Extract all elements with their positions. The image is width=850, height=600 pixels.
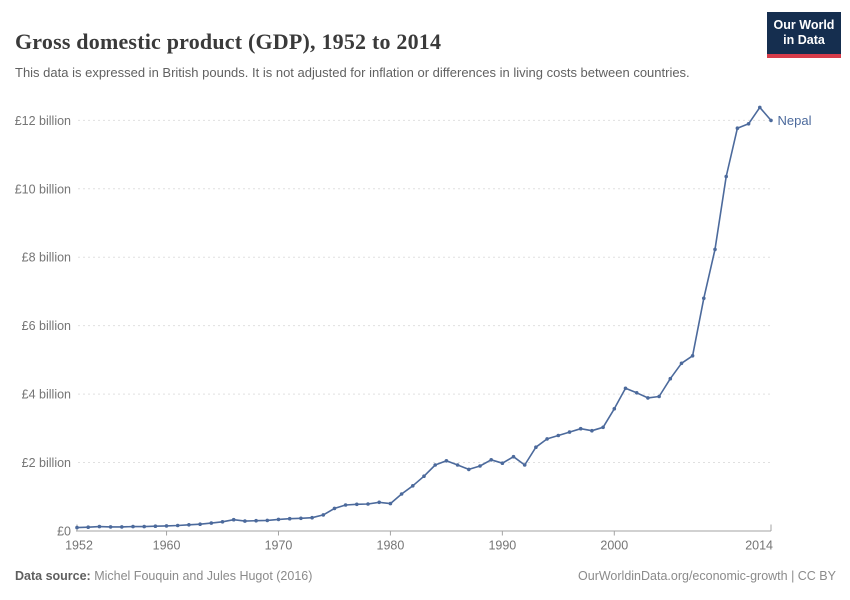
owid-logo-line1: Our World xyxy=(773,18,835,32)
data-point[interactable] xyxy=(131,524,135,529)
data-point[interactable] xyxy=(209,521,214,525)
data-points[interactable] xyxy=(75,105,773,530)
data-point[interactable] xyxy=(332,506,337,511)
data-point[interactable] xyxy=(276,517,281,522)
data-point[interactable] xyxy=(97,524,102,529)
data-point[interactable] xyxy=(343,503,348,507)
y-tick-label: £8 billion xyxy=(22,251,71,265)
data-point[interactable] xyxy=(646,396,650,400)
x-axis xyxy=(76,524,772,536)
data-point[interactable] xyxy=(142,524,146,529)
data-source: Data source: Michel Fouquin and Jules Hu… xyxy=(15,569,312,583)
page-title: Gross domestic product (GDP), 1952 to 20… xyxy=(15,28,442,54)
data-source-label: Data source: xyxy=(15,569,91,583)
data-point[interactable] xyxy=(467,467,471,472)
y-tick-label: £12 billion xyxy=(15,114,71,128)
credit-link[interactable]: OurWorldinData.org/economic-growth | CC … xyxy=(578,569,836,583)
data-point[interactable] xyxy=(75,525,79,530)
data-point[interactable] xyxy=(713,247,717,252)
data-point[interactable] xyxy=(231,517,236,522)
data-point[interactable] xyxy=(534,445,538,450)
data-point[interactable] xyxy=(243,519,247,523)
y-tick-label: £0 xyxy=(57,525,71,539)
data-point[interactable] xyxy=(108,525,113,529)
data-point[interactable] xyxy=(724,174,728,179)
x-tick-label: 1990 xyxy=(488,539,516,553)
y-tick-label: £10 billion xyxy=(15,182,71,196)
data-source-text: Michel Fouquin and Jules Hugot (2016) xyxy=(94,569,313,583)
data-point[interactable] xyxy=(522,463,527,467)
data-point[interactable] xyxy=(567,430,572,434)
x-tick-label: 1960 xyxy=(153,539,181,553)
data-point[interactable] xyxy=(657,394,661,399)
data-point[interactable] xyxy=(489,458,494,462)
data-point[interactable] xyxy=(545,437,549,441)
y-tick-label: £4 billion xyxy=(22,388,71,402)
data-point[interactable] xyxy=(590,428,594,433)
data-point[interactable] xyxy=(120,525,124,529)
data-point[interactable] xyxy=(735,126,740,130)
data-point[interactable] xyxy=(612,407,617,411)
data-line-nepal[interactable] xyxy=(76,106,772,529)
owid-logo-line2: in Data xyxy=(783,33,825,48)
y-tick-label: £6 billion xyxy=(22,319,71,333)
chart-subtitle: This data is expressed in British pounds… xyxy=(15,65,690,80)
data-point[interactable] xyxy=(702,296,706,301)
data-point[interactable] xyxy=(679,361,684,366)
data-point[interactable] xyxy=(198,522,202,526)
data-point[interactable] xyxy=(478,464,482,468)
data-point[interactable] xyxy=(287,516,292,521)
data-point[interactable] xyxy=(668,376,673,381)
data-point[interactable] xyxy=(746,122,751,126)
gridlines xyxy=(76,119,771,532)
data-point[interactable] xyxy=(399,492,404,496)
data-point[interactable] xyxy=(86,525,90,529)
data-point[interactable] xyxy=(254,518,258,523)
x-tick-label: 1970 xyxy=(265,539,293,553)
x-tick-label: 2000 xyxy=(600,539,628,553)
data-point[interactable] xyxy=(299,516,303,521)
data-point[interactable] xyxy=(153,524,158,528)
data-point[interactable] xyxy=(556,433,561,438)
data-point[interactable] xyxy=(175,523,180,528)
data-point[interactable] xyxy=(433,463,438,467)
data-point[interactable] xyxy=(455,463,460,467)
data-point[interactable] xyxy=(164,524,169,528)
data-point[interactable] xyxy=(758,105,762,110)
data-point[interactable] xyxy=(265,518,270,523)
data-point[interactable] xyxy=(220,520,225,524)
x-tick-label: 2014 xyxy=(745,539,773,553)
data-point[interactable] xyxy=(411,484,415,488)
data-point[interactable] xyxy=(388,501,393,506)
x-axis-labels: 1952 1960 1970 1980 1990 2000 2014 xyxy=(65,539,773,553)
data-point[interactable] xyxy=(578,426,583,431)
y-axis-labels: £0 £2 billion £4 billion £6 billion £8 billi… xyxy=(15,114,71,539)
data-point[interactable] xyxy=(769,118,773,123)
data-point[interactable] xyxy=(422,474,426,479)
owid-logo[interactable]: Our World in Data xyxy=(767,12,841,58)
entity-label-nepal: Nepal xyxy=(778,113,812,128)
data-point[interactable] xyxy=(355,502,359,507)
data-point[interactable] xyxy=(634,391,639,395)
data-point[interactable] xyxy=(377,500,382,505)
y-tick-label: £2 billion xyxy=(22,456,71,470)
data-point[interactable] xyxy=(623,386,628,391)
data-point[interactable] xyxy=(500,461,505,466)
x-tick-label: 1952 xyxy=(65,539,93,553)
data-point[interactable] xyxy=(444,459,449,463)
data-point[interactable] xyxy=(511,454,516,459)
data-point[interactable] xyxy=(366,502,370,506)
data-point[interactable] xyxy=(601,425,605,430)
data-point[interactable] xyxy=(321,513,326,517)
data-point[interactable] xyxy=(187,523,191,527)
data-point[interactable] xyxy=(310,515,314,520)
x-tick-label: 1980 xyxy=(377,539,405,553)
data-point[interactable] xyxy=(690,354,695,358)
